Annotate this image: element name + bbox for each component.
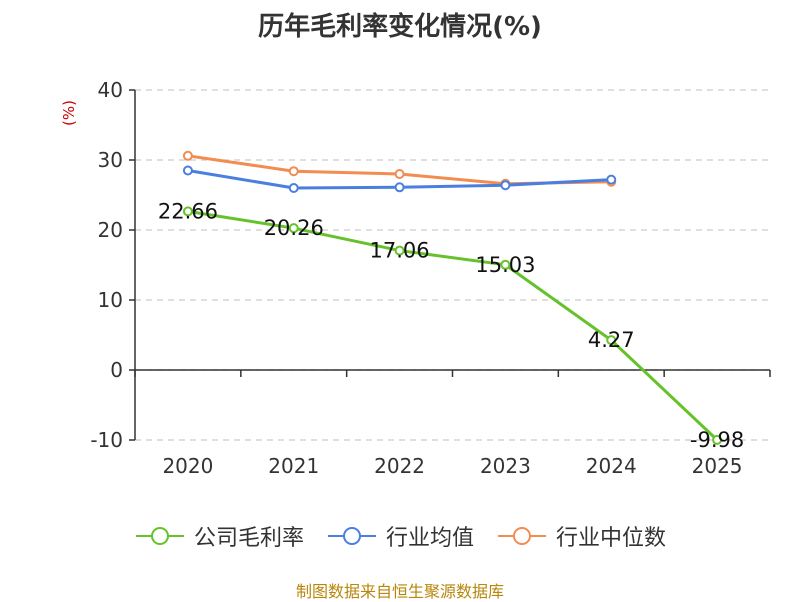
- data-point: [394, 245, 405, 256]
- data-label: -9.98: [690, 428, 744, 452]
- legend-item-company[interactable]: 公司毛利率: [134, 520, 304, 552]
- legend-label-company: 公司毛利率: [193, 526, 304, 551]
- data-point: [500, 180, 511, 191]
- y-tick-label: 10: [98, 288, 123, 312]
- x-tick-label: 2023: [480, 454, 531, 478]
- y-tick-label: 0: [110, 358, 123, 382]
- legend-label-industry-median: 行业中位数: [556, 526, 667, 551]
- data-point: [288, 166, 299, 177]
- legend-symbol-industry-median: [498, 527, 546, 545]
- data-label: 17.06: [370, 239, 430, 263]
- legend-item-industry-average[interactable]: 行业均值: [326, 520, 474, 552]
- legend-symbol-industry-average: [327, 527, 376, 545]
- series-line-0: [187, 209, 719, 441]
- data-label: 20.26: [264, 216, 324, 240]
- legend-label-industry-average: 行业均值: [385, 526, 474, 551]
- legend: 公司毛利率 行业均值 行业中位数: [0, 520, 800, 552]
- y-tick-label: 20: [98, 218, 123, 242]
- source-note: 制图数据来自恒生聚源数据库: [295, 582, 504, 601]
- data-point: [606, 174, 617, 185]
- chart-title: 历年毛利率变化情况(%): [258, 12, 542, 42]
- data-point: [606, 335, 617, 346]
- x-tick-label: 2022: [374, 454, 425, 478]
- data-point: [182, 150, 193, 161]
- data-point: [500, 259, 511, 270]
- x-tick-label: 2020: [162, 454, 213, 478]
- data-point: [394, 169, 405, 179]
- data-point: [182, 206, 193, 217]
- legend-symbol-company: [135, 527, 184, 545]
- data-point: [288, 223, 299, 234]
- data-point: [394, 182, 405, 193]
- data-label: 15.03: [475, 253, 535, 277]
- y-tick-label: 40: [98, 78, 123, 102]
- data-point: [712, 434, 723, 445]
- data-label: 4.27: [588, 328, 635, 352]
- y-tick-label: 30: [98, 148, 123, 172]
- y-tick-label: -10: [90, 428, 123, 452]
- data-label: 22.66: [158, 199, 218, 223]
- x-tick-label: 2025: [692, 454, 743, 478]
- legend-item-industry-median[interactable]: 行业中位数: [496, 520, 666, 552]
- data-point: [182, 165, 193, 176]
- x-tick-label: 2024: [586, 454, 637, 478]
- data-point: [288, 183, 299, 193]
- x-tick-label: 2021: [268, 454, 319, 478]
